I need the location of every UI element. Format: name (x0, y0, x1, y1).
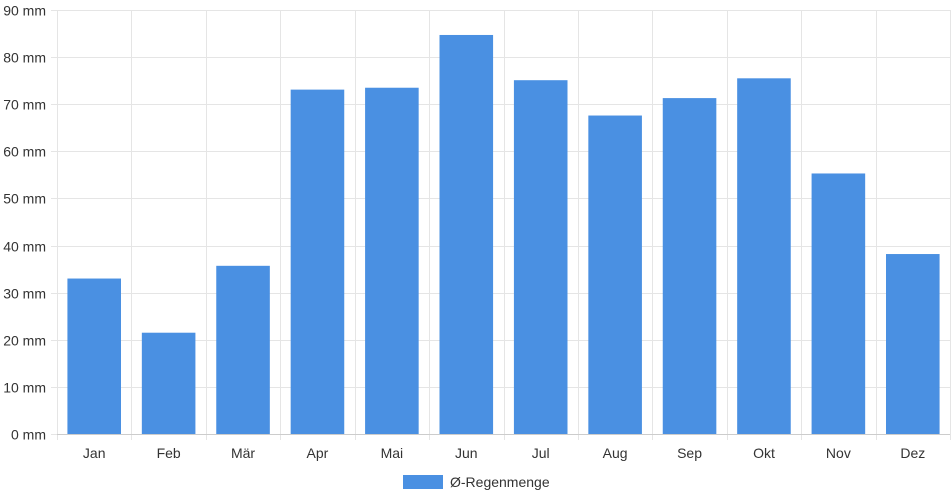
x-tick-label: Jun (455, 445, 478, 461)
x-tick-label: Nov (826, 445, 851, 461)
y-tick-label: 10 mm (3, 380, 46, 396)
bar-feb[interactable] (141, 332, 196, 434)
y-tick-label: 20 mm (3, 333, 46, 349)
x-tick-label: Apr (307, 445, 329, 461)
x-tick-label: Aug (603, 445, 628, 461)
y-tick-label: 80 mm (3, 50, 46, 66)
x-tick-label: Mai (381, 445, 404, 461)
bars-layer (67, 34, 940, 435)
y-tick-label: 60 mm (3, 144, 46, 160)
y-tick-label: 0 mm (11, 427, 46, 443)
bar-jun[interactable] (439, 34, 494, 435)
x-tick-label: Jan (83, 445, 106, 461)
x-tick-label: Mär (231, 445, 255, 461)
bar-nov[interactable] (811, 173, 866, 434)
x-tick-label: Okt (753, 445, 775, 461)
bar-jul[interactable] (513, 80, 568, 434)
y-tick-label: 40 mm (3, 239, 46, 255)
bar-mai[interactable] (365, 87, 419, 434)
x-tick-label: Sep (677, 445, 702, 461)
y-tick-label: 70 mm (3, 97, 46, 113)
y-tick-label: 90 mm (3, 3, 46, 19)
y-tick-label: 30 mm (3, 286, 46, 302)
y-tick-label: 50 mm (3, 191, 46, 207)
bar-jan[interactable] (67, 278, 121, 434)
legend-label: Ø-Regenmenge (450, 474, 550, 490)
x-tick-label: Jul (532, 445, 550, 461)
bar-mär[interactable] (216, 265, 270, 434)
bar-dez[interactable] (886, 254, 940, 434)
grid-layer (51, 10, 951, 440)
bar-aug[interactable] (588, 115, 642, 434)
x-tick-label: Feb (157, 445, 181, 461)
bar-sep[interactable] (662, 98, 717, 434)
bar-apr[interactable] (290, 89, 345, 435)
x-tick-label: Dez (900, 445, 925, 461)
chart-legend: Ø-Regenmenge (403, 474, 550, 490)
bar-okt[interactable] (737, 78, 791, 435)
legend-swatch (403, 475, 443, 489)
axis-layer: 0 mm 10 mm 20 mm 30 mm 40 mm 50 mm 60 mm 70 mm 8… (3, 3, 950, 461)
